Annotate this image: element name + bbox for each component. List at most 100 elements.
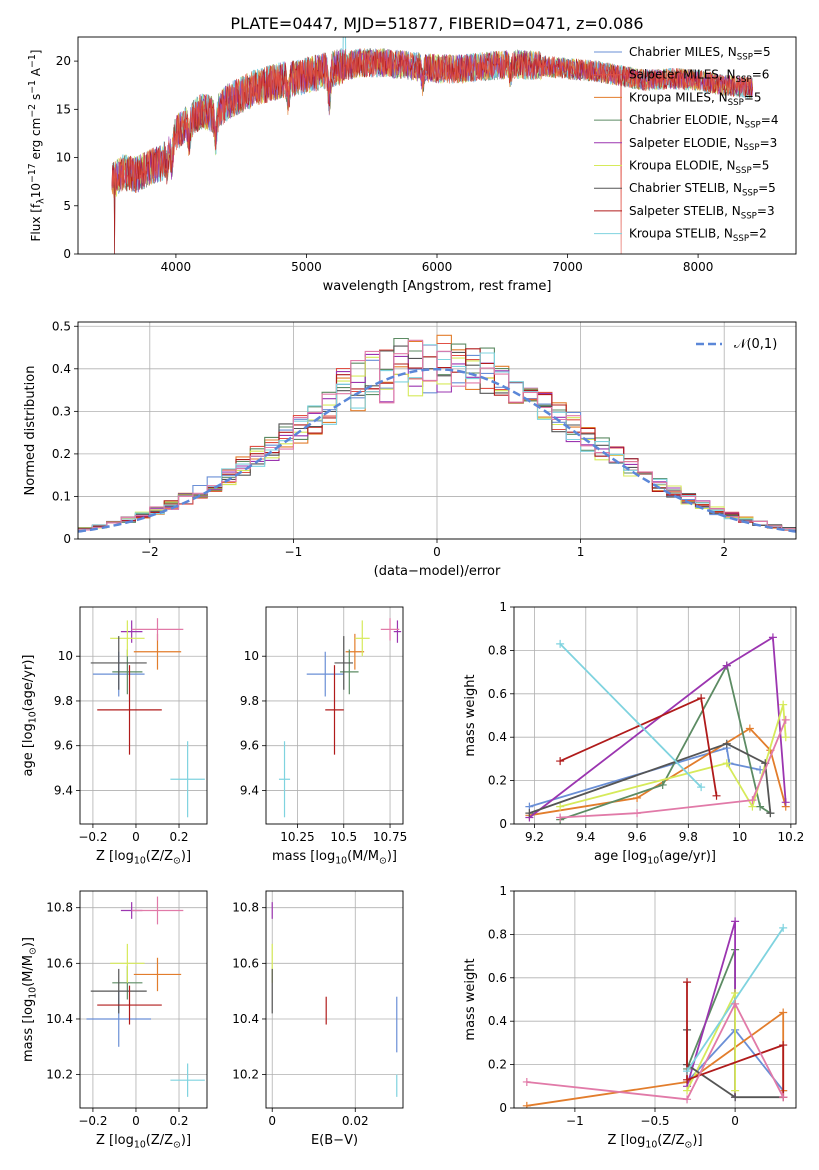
axes-mass_vs_EBV: 0 0.02 10.2 10.4 10.6 10.8 E(B−V) <box>232 890 404 1148</box>
axes-weight_vs_age: 9.2 9.4 9.6 9.8 10 10.2 0 0.2 0.4 0.6 0.8 1 age [log… <box>463 600 804 867</box>
x-tick-label: 0.2 <box>169 1114 188 1128</box>
axes-frame <box>79 890 208 1109</box>
x-axis-label: age [log10(age/yr)] <box>594 849 716 867</box>
x-tick-label: −0.2 <box>78 830 107 844</box>
errorbar-point-kroupa_elodie <box>354 620 370 657</box>
y-axis-label: age [log10(age/yr)] <box>21 655 39 777</box>
weight-marker-extra_pink <box>779 1093 788 1102</box>
y-axis-label: mass weight <box>463 674 478 756</box>
weight-line-chabrier_stelib <box>529 742 772 814</box>
x-axis-label: (data−model)/error <box>374 564 501 579</box>
weight-marker-salpeter_stelib <box>683 978 692 987</box>
y-tick-label: 10 <box>244 649 259 663</box>
x-tick-label: 4000 <box>161 260 192 274</box>
weight-marker-kroupa_miles <box>745 724 754 733</box>
y-axis-label: Normed distribution <box>23 366 38 496</box>
y-tick-label: 10.4 <box>232 1012 259 1026</box>
y-tick-label: 10 <box>56 151 71 165</box>
x-tick-label: 9.2 <box>525 830 544 844</box>
weight-line-salpeter_stelib <box>559 697 718 796</box>
x-axis-label: E(B−V) <box>311 1133 358 1148</box>
y-tick-label: 0.4 <box>488 1014 507 1028</box>
weight-marker-chabrier_stelib <box>766 809 775 818</box>
figure-title: PLATE=0447, MJD=51877, FIBERID=0471, z=0… <box>230 14 643 33</box>
axes-residual_hist: −2 −1 0 1 2 0 0.1 0.2 0.3 0.4 0.5 (data−model)/erro… <box>23 319 797 579</box>
plot-area-spectrum <box>111 37 753 254</box>
axes-frame <box>265 890 404 1109</box>
errorbar-point-kroupa_stelib <box>170 1063 205 1097</box>
x-axis-label: Z [log10(Z/Z⊙)] <box>96 1133 191 1151</box>
x-tick-label: 0 <box>433 545 441 559</box>
plot-area-mass_vs_EBV <box>271 902 398 1097</box>
axes-age_vs_mass: 10.25 10.5 10.75 9.4 9.6 9.8 10 mass [log10(M/M… <box>240 606 407 867</box>
errorbar-point-chabrier_elodie <box>112 649 143 695</box>
weight-line-kroupa_stelib <box>686 927 784 1072</box>
y-tick-label: 0.3 <box>52 404 71 418</box>
x-tick-label: −0.2 <box>78 1114 107 1128</box>
axes-spectrum: 4000 5000 6000 7000 8000 0 5 10 15 20 wavelength [… <box>27 36 797 294</box>
spectrum-line-salpeter_stelib <box>111 48 753 254</box>
axes-frame <box>513 606 797 825</box>
weight-marker-salpeter_elodie <box>731 917 740 926</box>
spectrum-legend: Chabrier MILES, NSSP=5 Salpeter MILES, NS… <box>594 45 778 244</box>
axes-mass_vs_Z: −0.2 0 0.2 10.2 10.4 10.6 10.8 Z [log10(Z/Z⊙)] m… <box>21 890 208 1151</box>
x-tick-label: 0 <box>132 1114 140 1128</box>
weight-marker-extra_pink <box>683 1095 692 1104</box>
y-tick-label: 0.2 <box>488 1058 507 1072</box>
x-tick-label: 10 <box>732 830 747 844</box>
x-tick-label: 0.2 <box>169 830 188 844</box>
weight-marker-chabrier_stelib <box>525 809 534 818</box>
legend-label-salpeter_stelib: Salpeter STELIB, NSSP=3 <box>629 204 775 221</box>
x-tick-label: 10.75 <box>373 830 407 844</box>
y-tick-label: 0.6 <box>488 971 507 985</box>
y-tick-label: 5 <box>63 199 71 213</box>
plot-area-weight_vs_Z <box>522 917 788 1108</box>
errorbar-point-kroupa_stelib <box>278 741 291 818</box>
y-tick-label: 15 <box>56 102 71 116</box>
y-tick-label: 0 <box>499 817 507 831</box>
x-tick-label: −2 <box>141 545 159 559</box>
y-tick-label: 9.6 <box>54 739 73 753</box>
x-tick-label: 0 <box>132 830 140 844</box>
weight-line-kroupa_miles <box>529 727 787 817</box>
errorbar-point-chabrier_miles <box>306 651 344 697</box>
y-tick-label: 9.4 <box>240 783 259 797</box>
y-tick-label: 9.8 <box>54 694 73 708</box>
errorbar-point-extra_pink <box>380 618 400 641</box>
x-tick-label: 1 <box>577 545 585 559</box>
weight-marker-kroupa_stelib <box>683 1067 692 1076</box>
x-tick-label: 9.8 <box>679 830 698 844</box>
x-axis-label: Z [log10(Z/Z⊙)] <box>96 849 191 867</box>
y-tick-label: 1 <box>499 884 507 898</box>
weight-marker-kroupa_miles <box>522 1101 531 1108</box>
plot-area-mass_vs_Z <box>86 896 205 1097</box>
y-tick-label: 10.6 <box>232 956 259 970</box>
legend-label-salpeter_elodie: Salpeter ELODIE, NSSP=3 <box>629 136 777 153</box>
y-tick-label: 0.4 <box>52 362 71 376</box>
y-tick-label: 10.4 <box>46 1012 73 1026</box>
y-tick-label: 0.2 <box>488 774 507 788</box>
y-tick-label: 0 <box>499 1101 507 1115</box>
y-tick-label: 1 <box>499 600 507 614</box>
errorbar-point-extra_pink <box>131 896 184 925</box>
weight-marker-extra_pink <box>556 813 565 822</box>
y-axis-label: mass weight <box>463 958 478 1040</box>
x-tick-label: 9.6 <box>628 830 647 844</box>
weight-marker-salpeter_stelib <box>779 1041 788 1050</box>
weight-line-salpeter_elodie <box>528 636 787 819</box>
y-tick-label: 9.4 <box>54 783 73 797</box>
errorbar-point-kroupa_miles <box>133 957 182 992</box>
plot-area-age_vs_mass <box>278 618 402 818</box>
y-tick-label: 0.2 <box>52 447 71 461</box>
errorbar-point-kroupa_elodie <box>110 620 145 657</box>
axes-frame <box>265 606 404 825</box>
x-tick-label: 6000 <box>422 260 453 274</box>
x-tick-label: −1 <box>285 545 303 559</box>
plot-area-residual_hist <box>78 334 796 533</box>
y-tick-label: 10.8 <box>46 901 73 915</box>
weight-marker-kroupa_stelib <box>556 639 565 648</box>
x-tick-label: 0 <box>268 1114 276 1128</box>
y-tick-label: 0.5 <box>52 319 71 333</box>
legend-label-kroupa_miles: Kroupa MILES, NSSP=5 <box>629 90 762 107</box>
axes-weight_vs_Z: −1 −0.5 0 0 0.2 0.4 0.6 0.8 1 Z [log10(Z/Z⊙)] mass… <box>463 884 797 1151</box>
